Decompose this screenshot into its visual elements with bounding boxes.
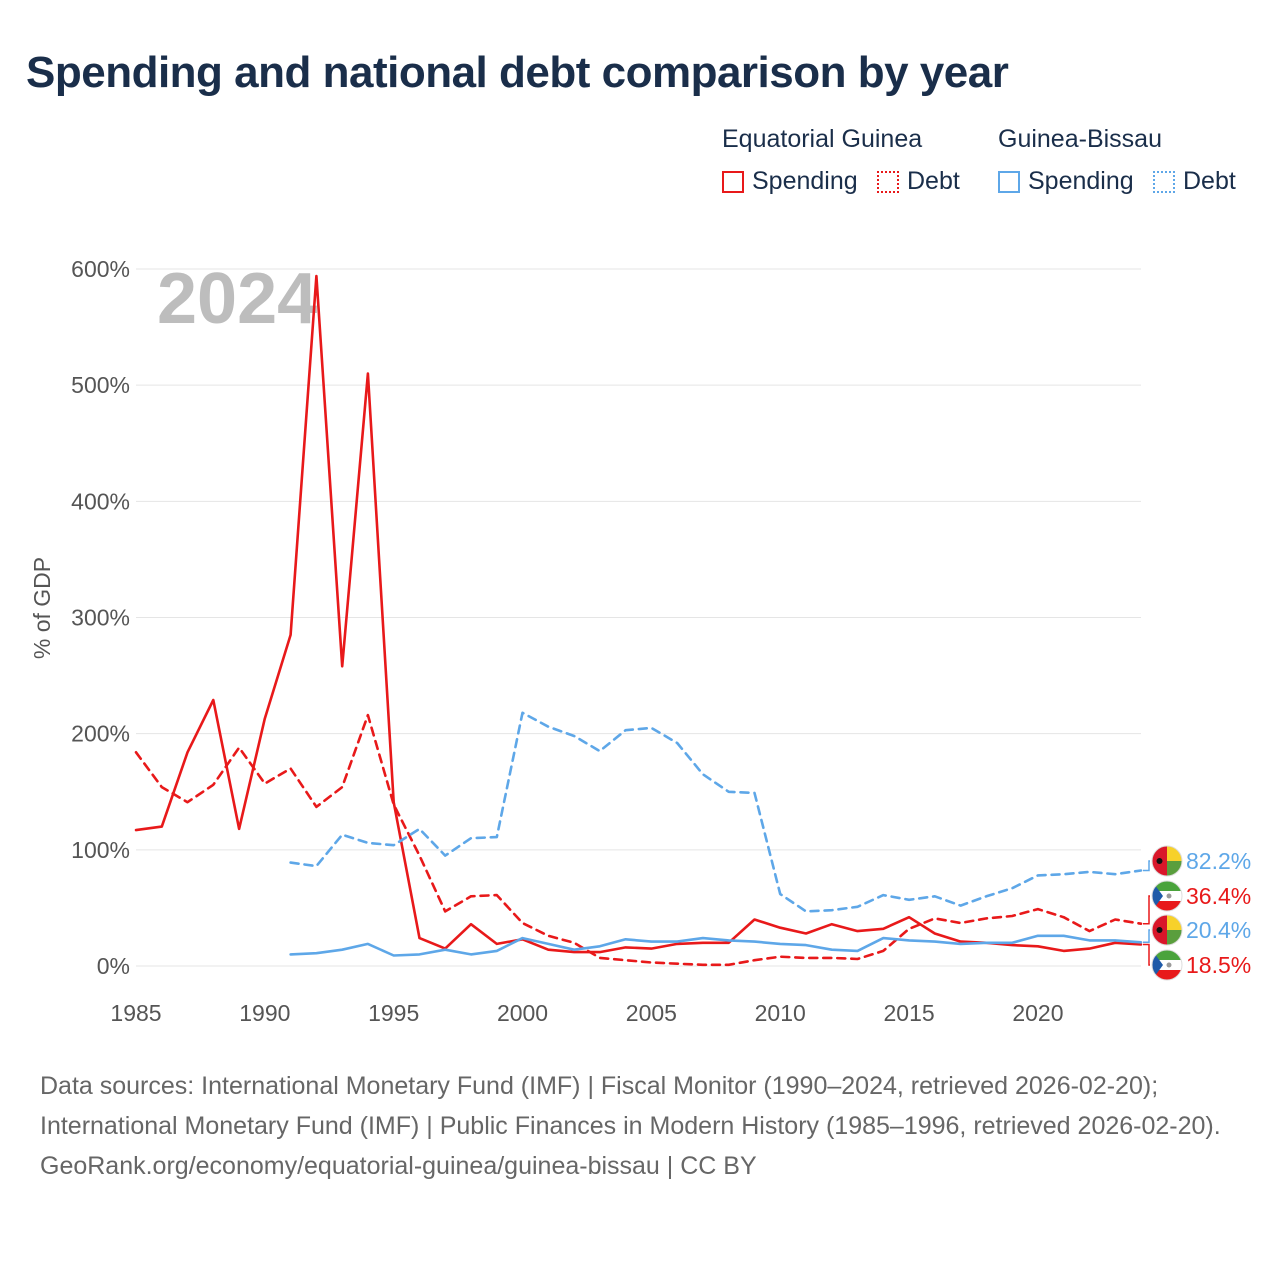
- equatorial-guinea-flag-icon: [1151, 949, 1183, 981]
- page-title: Spending and national debt comparison by…: [26, 48, 1009, 97]
- legend-item-gb-debt[interactable]: Debt: [1153, 167, 1236, 196]
- legend-equatorial-guinea[interactable]: Equatorial Guinea Spending Debt: [722, 125, 982, 205]
- legend-label-gb-spending: Spending: [1028, 167, 1134, 195]
- x-tick-label: 1990: [239, 1000, 290, 1026]
- legend-country-equatorial-guinea: Equatorial Guinea: [722, 125, 923, 153]
- line-chart: 0% 100% 200% 300% 400% 500% 600% 1985 1990 1995 20…: [29, 256, 1251, 1026]
- end-value-label: 20.4%: [1186, 917, 1251, 943]
- equatorial-guinea-flag-icon: [1151, 880, 1183, 912]
- x-tick-label: 2010: [755, 1000, 806, 1026]
- end-value-label: 36.4%: [1186, 883, 1251, 909]
- legend-label-eq-spending: Spending: [752, 167, 858, 195]
- end-value-label: 18.5%: [1186, 952, 1251, 978]
- footer: Data sources: International Monetary Fun…: [40, 1066, 1240, 1186]
- y-tick-label: 600%: [71, 256, 130, 282]
- end-value-label: 82.2%: [1186, 848, 1251, 874]
- dotted-line-swatch-icon: [877, 170, 899, 193]
- equatorial-guinea-debt-line[interactable]: [134, 713, 1143, 967]
- end-label-connector: [1143, 943, 1150, 966]
- y-tick-label: 100%: [71, 837, 130, 863]
- y-axis-label: % of GDP: [29, 557, 55, 659]
- x-tick-label: 2005: [626, 1000, 677, 1026]
- legend-country-guinea-bissau: Guinea-Bissau: [998, 125, 1162, 153]
- y-tick-label: 500%: [71, 372, 130, 398]
- legend-label-gb-debt: Debt: [1183, 167, 1236, 195]
- legend-item-eq-debt[interactable]: Debt: [877, 167, 960, 196]
- y-tick-label: 200%: [71, 721, 130, 747]
- dotted-line-swatch-icon: [1153, 170, 1175, 193]
- x-tick-label: 1985: [110, 1000, 161, 1026]
- x-tick-label: 2020: [1012, 1000, 1063, 1026]
- x-tick-label: 2000: [497, 1000, 548, 1026]
- x-tick-label: 1995: [368, 1000, 419, 1026]
- legend-label-eq-debt: Debt: [907, 167, 960, 195]
- guinea-bissau-debt-line[interactable]: [289, 711, 1143, 913]
- y-tick-label: 0%: [97, 953, 130, 979]
- legend-guinea-bissau[interactable]: Guinea-Bissau Spending Debt: [998, 125, 1258, 205]
- end-label-connector: [1143, 860, 1150, 872]
- legend-item-gb-spending[interactable]: Spending: [998, 167, 1134, 196]
- end-label-connector: [1143, 895, 1150, 925]
- x-tick-label: 2015: [883, 1000, 934, 1026]
- year-watermark: 2024: [157, 259, 317, 339]
- data-sources: Data sources: International Monetary Fun…: [40, 1072, 1221, 1140]
- y-tick-label: 300%: [71, 605, 130, 631]
- solid-line-swatch-icon: [722, 170, 744, 193]
- solid-line-swatch-icon: [998, 170, 1020, 193]
- guinea-bissau-spending-line[interactable]: [289, 934, 1143, 957]
- end-label-connector: [1143, 929, 1150, 944]
- legend-item-eq-spending[interactable]: Spending: [722, 167, 858, 196]
- guinea-bissau-flag-icon: [1151, 845, 1183, 877]
- y-tick-label: 400%: [71, 488, 130, 514]
- credit-link[interactable]: GeoRank.org/economy/equatorial-guinea/gu…: [40, 1152, 757, 1180]
- guinea-bissau-flag-icon: [1151, 914, 1183, 946]
- equatorial-guinea-spending-line[interactable]: [134, 274, 1143, 954]
